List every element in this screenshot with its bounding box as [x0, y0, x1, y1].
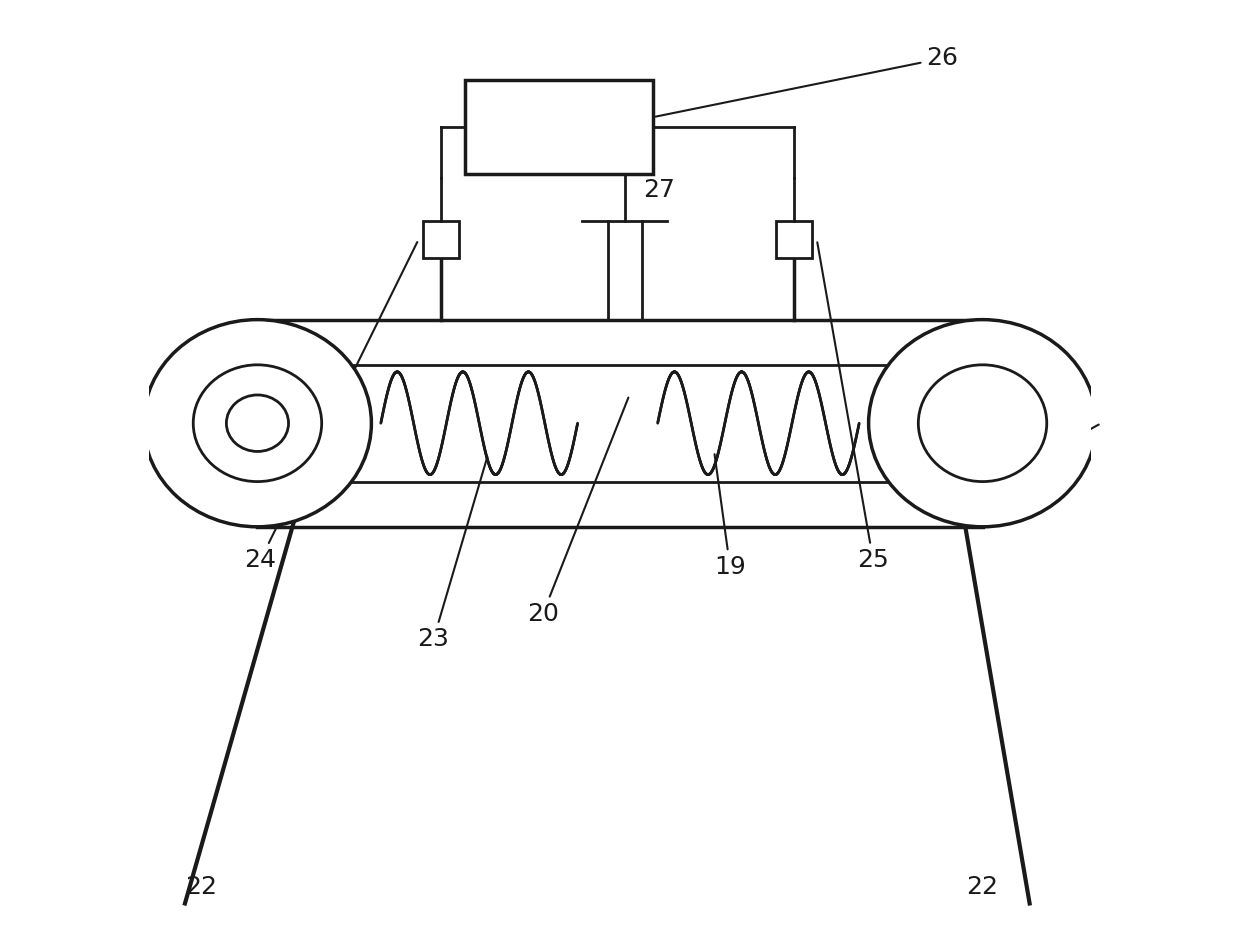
- Text: 20: 20: [527, 397, 629, 626]
- Text: 26: 26: [656, 47, 959, 117]
- Ellipse shape: [193, 365, 321, 482]
- Text: 25: 25: [817, 242, 889, 572]
- Text: 21: 21: [1029, 425, 1099, 466]
- Text: 22: 22: [966, 875, 998, 899]
- Text: 23: 23: [418, 457, 487, 652]
- Ellipse shape: [868, 319, 1096, 527]
- Bar: [465, 80, 653, 174]
- Text: 22: 22: [185, 875, 217, 899]
- Ellipse shape: [144, 319, 372, 527]
- Text: 27: 27: [644, 178, 676, 202]
- Ellipse shape: [919, 365, 1047, 482]
- Ellipse shape: [227, 395, 289, 451]
- Text: 24: 24: [244, 242, 417, 572]
- Bar: [423, 220, 459, 258]
- Text: 19: 19: [714, 454, 746, 579]
- Bar: [776, 220, 812, 258]
